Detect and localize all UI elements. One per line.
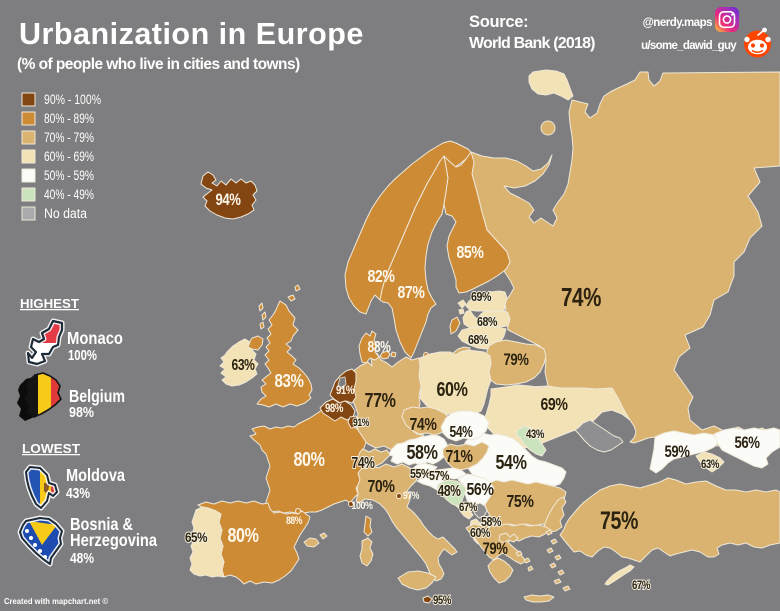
svg-text:54%: 54% xyxy=(496,452,528,474)
svg-text:79%: 79% xyxy=(483,540,509,558)
svg-text:58%: 58% xyxy=(407,442,439,464)
svg-text:Urbanization in Europe: Urbanization in Europe xyxy=(19,17,364,51)
svg-text:u/some_dawid_guy: u/some_dawid_guy xyxy=(641,40,737,52)
svg-text:67%: 67% xyxy=(632,578,651,592)
svg-text:77%: 77% xyxy=(365,390,397,412)
svg-text:60%: 60% xyxy=(470,525,491,540)
svg-text:94%: 94% xyxy=(216,191,242,209)
svg-text:95%: 95% xyxy=(433,593,452,607)
svg-text:Herzegovina: Herzegovina xyxy=(70,530,157,550)
svg-text:Created with mapchart.net ©: Created with mapchart.net © xyxy=(4,597,108,606)
svg-text:90% - 100%: 90% - 100% xyxy=(44,92,101,107)
svg-text:80%: 80% xyxy=(294,449,326,471)
svg-text:69%: 69% xyxy=(471,289,492,304)
svg-text:67%: 67% xyxy=(459,500,478,514)
svg-text:74%: 74% xyxy=(410,414,438,434)
svg-text:57%: 57% xyxy=(429,468,450,483)
svg-text:100%: 100% xyxy=(352,500,374,512)
svg-text:79%: 79% xyxy=(504,351,530,369)
svg-text:74%: 74% xyxy=(561,282,601,312)
svg-text:43%: 43% xyxy=(66,486,90,502)
svg-text:(% of people who live in citie: (% of people who live in cities and town… xyxy=(17,56,300,73)
svg-text:70%: 70% xyxy=(368,476,396,496)
svg-text:80%: 80% xyxy=(228,525,260,547)
svg-text:98%: 98% xyxy=(325,401,344,415)
svg-text:91%: 91% xyxy=(353,417,370,429)
svg-text:65%: 65% xyxy=(185,530,208,546)
svg-text:54%: 54% xyxy=(450,424,474,441)
svg-text:59%: 59% xyxy=(665,443,691,461)
svg-text:43%: 43% xyxy=(526,427,545,441)
svg-text:58%: 58% xyxy=(481,514,502,529)
svg-text:No data: No data xyxy=(44,206,87,221)
svg-text:60%: 60% xyxy=(437,379,469,401)
svg-text:91%: 91% xyxy=(336,383,355,397)
svg-text:100%: 100% xyxy=(68,348,97,364)
svg-text:Moldova: Moldova xyxy=(66,465,125,485)
svg-text:LOWEST: LOWEST xyxy=(22,442,80,456)
svg-text:88%: 88% xyxy=(286,515,303,527)
svg-text:70% - 79%: 70% - 79% xyxy=(44,130,94,145)
svg-text:98%: 98% xyxy=(69,405,94,421)
svg-text:82%: 82% xyxy=(368,266,396,286)
svg-text:55%: 55% xyxy=(410,466,431,481)
svg-text:75%: 75% xyxy=(507,491,535,511)
svg-text:85%: 85% xyxy=(457,242,485,262)
svg-text:@nerdy.maps: @nerdy.maps xyxy=(643,17,713,29)
svg-text:63%: 63% xyxy=(232,357,256,374)
svg-text:68%: 68% xyxy=(468,332,489,347)
svg-text:Belgium: Belgium xyxy=(69,386,125,406)
svg-text:Monaco: Monaco xyxy=(67,328,123,348)
svg-text:68%: 68% xyxy=(477,314,498,329)
svg-text:56%: 56% xyxy=(467,479,495,499)
svg-text:69%: 69% xyxy=(541,394,569,414)
svg-text:Bosnia &: Bosnia & xyxy=(70,514,133,534)
svg-text:48%: 48% xyxy=(70,551,94,567)
svg-text:63%: 63% xyxy=(701,457,720,471)
svg-text:Source:: Source: xyxy=(469,13,528,31)
svg-text:56%: 56% xyxy=(735,434,761,452)
svg-text:HIGHEST: HIGHEST xyxy=(20,297,79,311)
svg-text:World Bank (2018): World Bank (2018) xyxy=(469,35,595,52)
svg-text:48%: 48% xyxy=(438,483,462,500)
svg-text:50% - 59%: 50% - 59% xyxy=(44,168,94,183)
svg-text:80% - 89%: 80% - 89% xyxy=(44,111,94,126)
svg-text:71%: 71% xyxy=(446,446,474,466)
svg-text:74%: 74% xyxy=(352,455,376,472)
svg-text:87%: 87% xyxy=(398,282,426,302)
svg-text:97%: 97% xyxy=(403,490,420,502)
svg-text:60% - 69%: 60% - 69% xyxy=(44,149,94,164)
svg-text:83%: 83% xyxy=(275,371,305,392)
svg-text:40% - 49%: 40% - 49% xyxy=(44,187,94,202)
svg-text:88%: 88% xyxy=(368,339,392,356)
svg-text:75%: 75% xyxy=(600,508,638,535)
